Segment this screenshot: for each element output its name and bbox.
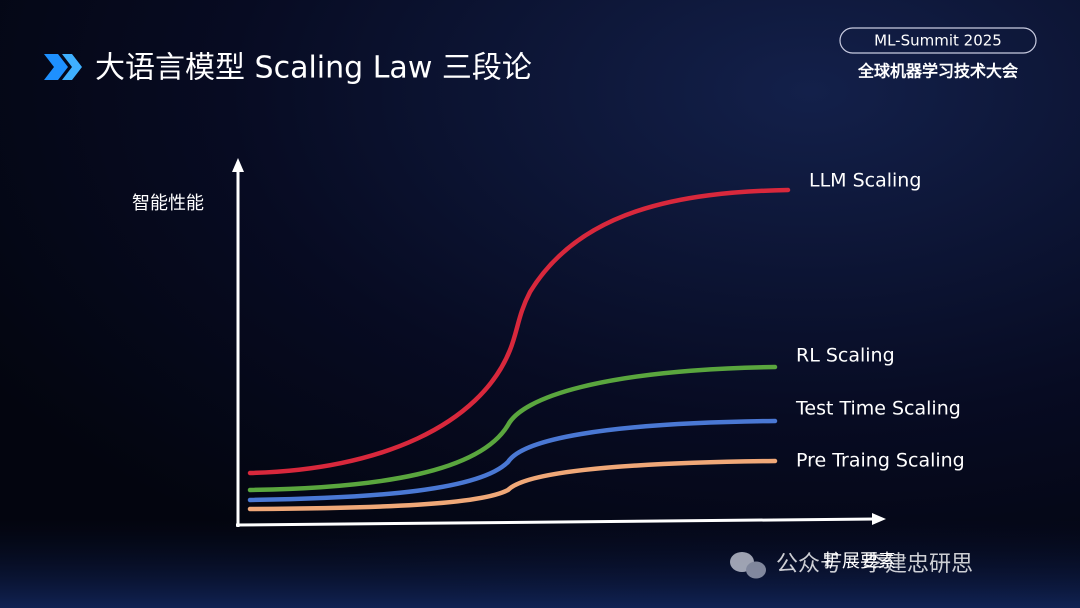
wechat-icon [730,552,766,579]
curve-label: Test Time Scaling [795,398,961,420]
x-axis-label: 扩展要素 [824,551,896,572]
badge-frame [839,27,1037,54]
llm-scaling-curve [247,187,791,476]
x-axis-arrow [872,513,886,525]
y-axis-label: 智能性能 [132,193,204,214]
curve-label: LLM Scaling [809,170,921,192]
watermark: 公众号 · 李建忠研思 [776,552,973,577]
slide-title: 大语言模型 Scaling Law 三段论 [95,51,532,86]
pre-training-scaling-curve [247,458,778,512]
conference-name: 全球机器学习技术大会 [857,62,1018,81]
rl-scaling-curve [247,364,778,493]
y-axis-arrow [232,158,244,172]
background-glow [0,520,1080,608]
curve-label: Pre Traing Scaling [796,450,965,472]
test-time-scaling-curve [247,418,778,503]
badge: ML-Summit 2025 [874,32,1002,50]
chevron-icon [44,54,82,80]
axes [235,170,877,527]
curve-label: RL Scaling [796,345,895,367]
